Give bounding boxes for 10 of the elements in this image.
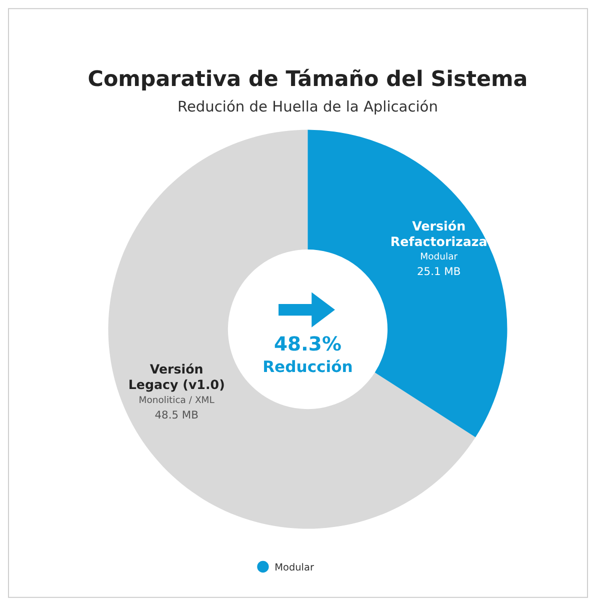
chart-subtitle: Redución de Huella de la Aplicación [177,98,438,116]
text: Modular [274,562,314,574]
slice-label: Versión Legacy (v1.0) [128,362,225,392]
text: Monolitica / XML [138,394,216,406]
data-label: 25.1 MB [416,265,461,278]
text: 48.3% Reducción [262,332,353,376]
chart-title: Comparativa de Támaño del Sistema [88,66,528,92]
slice-label: Versión Refactorizaza [390,218,488,250]
data-label: 48.5 MB [154,408,198,422]
text: Modular [420,252,458,263]
